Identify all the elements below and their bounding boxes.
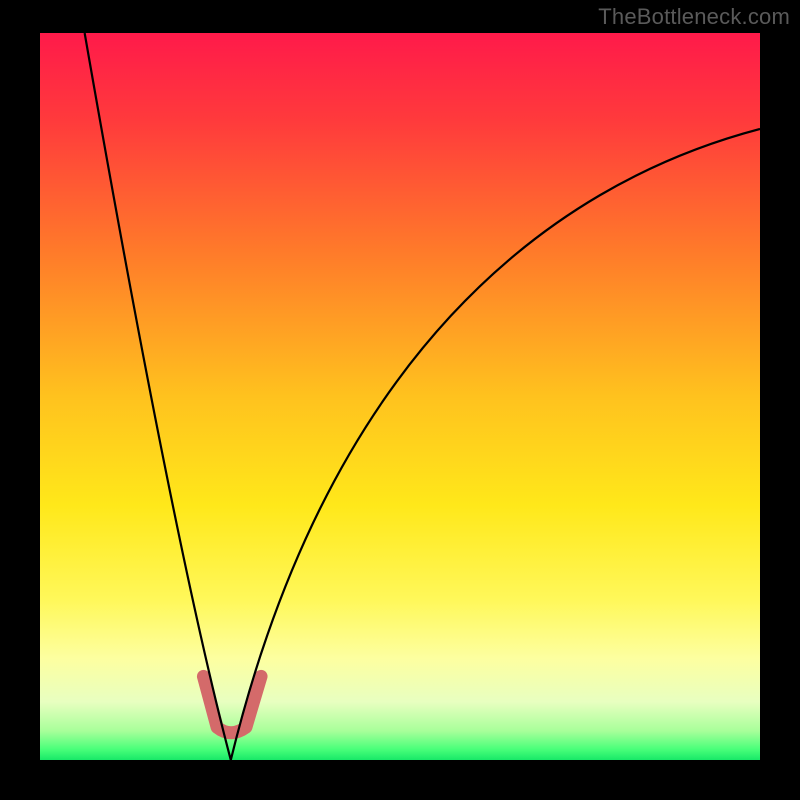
plot-svg — [40, 33, 760, 760]
chart-frame: TheBottleneck.com — [0, 0, 800, 800]
plot-area — [40, 33, 760, 760]
gradient-background — [40, 33, 760, 760]
watermark-text: TheBottleneck.com — [598, 4, 790, 30]
